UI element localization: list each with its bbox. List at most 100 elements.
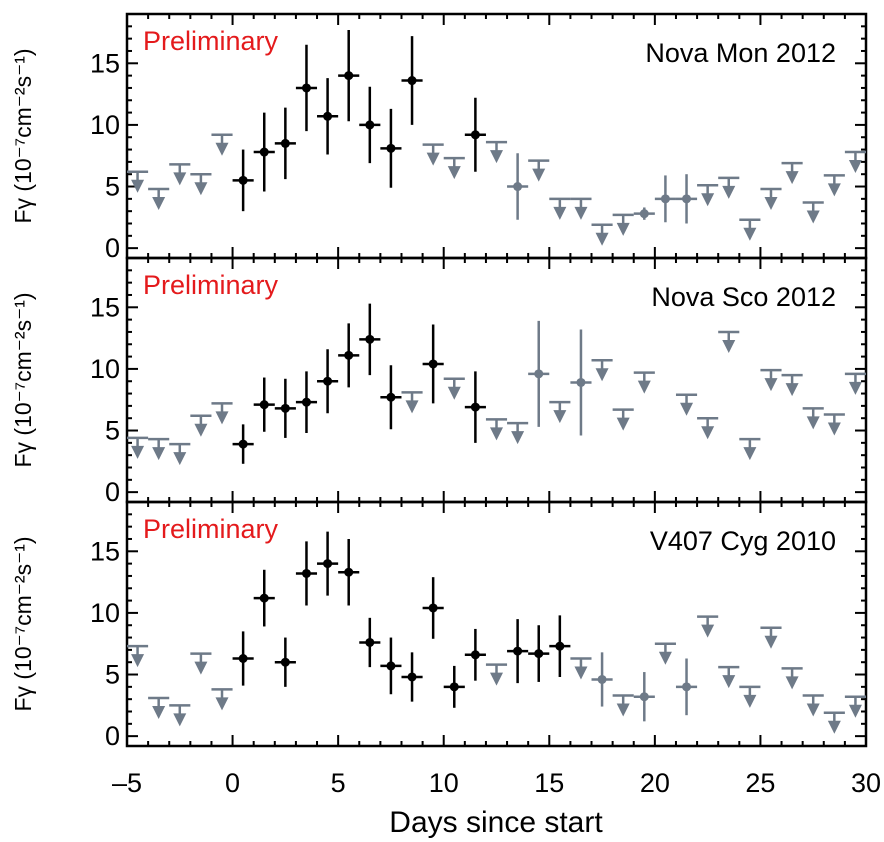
- detection-marker: [259, 593, 269, 603]
- upper-limit-arrowhead: [490, 427, 503, 441]
- upper-limit-marker: [485, 663, 508, 686]
- gray-marker: [660, 194, 670, 204]
- upper-limit-arrowhead: [722, 185, 736, 199]
- upper-limit-arrowhead: [553, 410, 567, 424]
- upper-limit-marker: [549, 400, 571, 424]
- detection-point: [380, 637, 402, 695]
- upper-limit-marker: [739, 437, 761, 461]
- detection-marker: [470, 650, 480, 660]
- upper-limit-marker: [507, 421, 529, 445]
- upper-limit-arrowhead: [215, 411, 229, 425]
- panel-title: Nova Sco 2012: [651, 282, 836, 312]
- detection-marker: [365, 637, 375, 647]
- upper-limit-arrowhead: [806, 703, 820, 717]
- upper-limit-marker: [718, 330, 740, 353]
- detection-marker: [259, 147, 269, 157]
- detection-point: [338, 323, 360, 388]
- upper-limit-arrowhead: [173, 713, 187, 727]
- upper-limit-arrowhead: [616, 703, 630, 717]
- panel-2: 0 5 10 15 Fγ (10⁻⁷cm⁻²s⁻¹) Nova Sco 2012 Preli…: [10, 256, 868, 507]
- x-tick-label: 15: [534, 768, 564, 798]
- x-tick-label: 25: [745, 768, 775, 798]
- upper-limit-arrowhead: [848, 704, 862, 718]
- detection-point: [528, 625, 550, 682]
- upper-limit-arrowhead: [426, 152, 440, 166]
- upper-limit-arrowhead: [173, 172, 187, 186]
- panel-3: 0 5 10 15 Fγ (10⁻⁷cm⁻²s⁻¹) V407 Cyg 2010 Preli…: [10, 500, 868, 751]
- upper-limit-arrowhead: [194, 661, 208, 675]
- detection-point: [359, 86, 381, 164]
- detection-point: [464, 628, 486, 681]
- upper-limit-marker: [443, 377, 465, 400]
- upper-limit-arrowhead: [764, 378, 778, 392]
- plot-frame: [125, 500, 868, 748]
- detection-marker: [365, 334, 375, 344]
- x-tick-label: 30: [851, 768, 881, 798]
- upper-limit-marker: [760, 626, 782, 649]
- upper-limit-arrowhead: [131, 654, 145, 668]
- upper-limit-arrowhead: [827, 183, 841, 197]
- preliminary-watermark: Preliminary: [143, 514, 279, 544]
- upper-limit-marker: [802, 694, 824, 717]
- upper-limit-marker: [612, 213, 634, 236]
- detection-point: [295, 44, 318, 132]
- detection-point: [274, 107, 296, 180]
- upper-limit-marker: [148, 696, 170, 719]
- upper-limit-marker: [823, 174, 845, 197]
- upper-limit-arrowhead: [764, 635, 778, 649]
- upper-limit-marker: [148, 187, 170, 210]
- detection-point: [338, 30, 360, 122]
- detection-point: [401, 652, 423, 702]
- upper-limit-arrowhead: [743, 227, 757, 241]
- upper-limit-arrowhead: [743, 694, 757, 708]
- y-axis-label: Fγ (10⁻⁷cm⁻²s⁻¹): [10, 48, 36, 223]
- preliminary-watermark: Preliminary: [143, 26, 279, 56]
- upper-limit-marker: [697, 184, 719, 207]
- detection-marker: [301, 397, 311, 407]
- upper-limit-arrowhead: [194, 182, 208, 196]
- x-tick-label: 0: [225, 768, 240, 798]
- upper-limit-marker: [802, 407, 824, 430]
- detection-point: [359, 303, 381, 376]
- detection-point: [253, 112, 275, 192]
- upper-limit-arrowhead: [131, 179, 145, 193]
- detection-point: [253, 569, 275, 627]
- upper-limit-marker: [422, 143, 444, 166]
- upper-limit-arrowhead: [616, 417, 630, 431]
- detection-marker: [407, 76, 417, 86]
- detection-point: [317, 531, 339, 596]
- upper-limit-marker: [697, 416, 719, 440]
- preliminary-watermark: Preliminary: [143, 270, 279, 300]
- upper-limit-arrowhead: [405, 400, 419, 414]
- upper-limit-marker: [739, 218, 761, 241]
- upper-limit-marker: [528, 159, 550, 182]
- upper-limit-marker: [697, 615, 719, 638]
- panel-title: V407 Cyg 2010: [650, 526, 836, 556]
- upper-limit-marker: [823, 413, 845, 436]
- upper-limit-arrowhead: [764, 196, 778, 210]
- upper-limit-marker: [739, 685, 761, 708]
- detection-point: [317, 349, 339, 414]
- detection-marker: [238, 654, 248, 664]
- upper-limit-marker: [844, 372, 866, 395]
- detection-point: [359, 617, 381, 668]
- upper-limit-arrowhead: [173, 452, 187, 466]
- upper-limit-arrowhead: [848, 160, 862, 174]
- upper-limit-marker: [127, 170, 149, 193]
- detection-marker: [280, 657, 290, 667]
- upper-limit-marker: [654, 642, 676, 665]
- x-tick-label: –5: [112, 768, 142, 798]
- upper-limit-arrowhead: [553, 206, 567, 220]
- gray-marker: [682, 682, 692, 692]
- upper-limit-marker: [844, 695, 866, 718]
- detection-point: [274, 637, 296, 687]
- upper-limit-marker: [675, 393, 698, 416]
- y-tick-label: 15: [90, 536, 120, 566]
- upper-limit-marker: [823, 711, 845, 734]
- detection-point: [507, 619, 529, 684]
- gray-marker: [639, 209, 649, 219]
- detection-point: [464, 371, 486, 443]
- upper-limit-marker: [844, 150, 866, 174]
- upper-limit-marker: [127, 644, 149, 668]
